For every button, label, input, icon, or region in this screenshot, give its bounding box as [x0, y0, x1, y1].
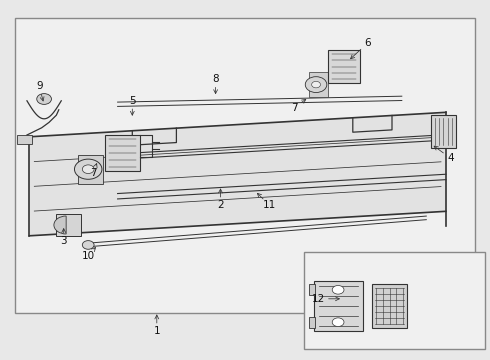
Bar	[309, 72, 328, 97]
Text: 4: 4	[447, 153, 454, 163]
Bar	[309, 284, 315, 295]
Bar	[17, 135, 32, 144]
Circle shape	[312, 81, 320, 88]
Text: 5: 5	[129, 96, 136, 106]
Text: 6: 6	[364, 38, 371, 48]
Bar	[309, 317, 315, 328]
Circle shape	[82, 240, 94, 249]
Bar	[304, 252, 485, 349]
Circle shape	[332, 318, 344, 327]
Wedge shape	[54, 216, 66, 234]
Bar	[56, 214, 81, 236]
Text: 7: 7	[291, 103, 297, 113]
Bar	[314, 281, 363, 331]
Text: 3: 3	[60, 236, 67, 246]
Text: 8: 8	[212, 74, 219, 84]
Polygon shape	[29, 112, 446, 236]
Text: 12: 12	[312, 294, 325, 304]
Bar	[15, 18, 475, 313]
Bar	[431, 115, 456, 148]
Text: 11: 11	[263, 200, 276, 210]
Text: 2: 2	[217, 200, 224, 210]
Bar	[78, 155, 103, 184]
Circle shape	[82, 165, 94, 174]
Bar	[372, 284, 407, 328]
Circle shape	[305, 77, 327, 93]
Text: 7: 7	[90, 168, 97, 178]
Bar	[105, 135, 140, 171]
Text: 1: 1	[153, 326, 160, 336]
Circle shape	[332, 285, 344, 294]
Text: 10: 10	[82, 251, 95, 261]
Circle shape	[74, 159, 102, 179]
Bar	[328, 50, 360, 83]
Circle shape	[37, 94, 51, 104]
Text: 9: 9	[36, 81, 43, 91]
